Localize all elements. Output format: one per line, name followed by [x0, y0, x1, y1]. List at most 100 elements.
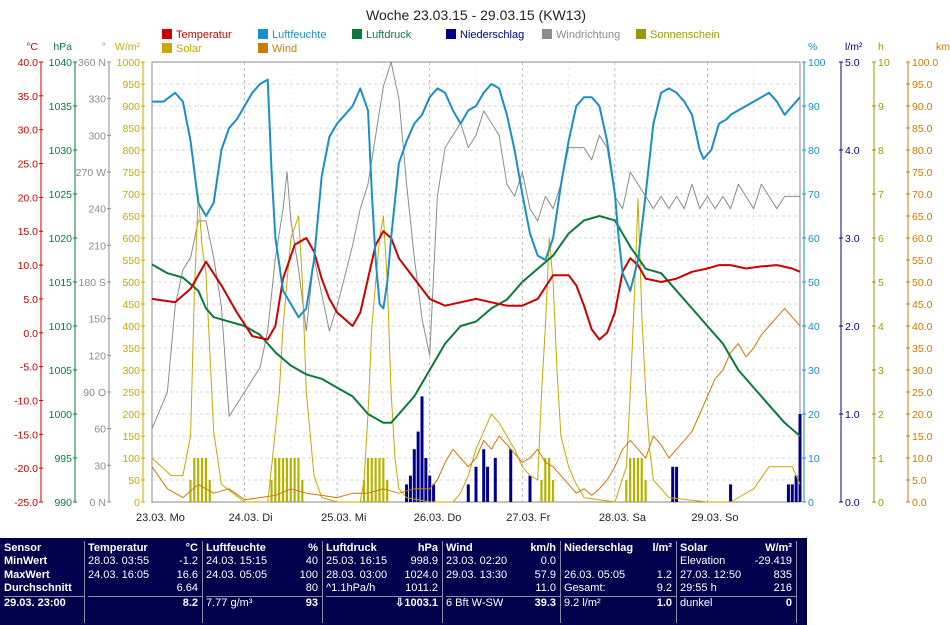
- axis-tick-label: 80.0: [912, 145, 933, 157]
- stat-niederschlag-column: Niederschlag l/m² 26.03. 05:05 1.2 Gesamt: 9.…: [564, 541, 677, 623]
- stat-row-detail: 29.03. 13:30: [446, 568, 508, 581]
- stat-luftfeuchte-header: Luftfeuchte%: [206, 541, 322, 555]
- axis-tick-label: 550: [122, 255, 140, 267]
- axis-tick-label: 90.0: [912, 101, 933, 113]
- stat-current-detail: 9.2 l/m²: [564, 596, 601, 609]
- stat-luftdruck-column: Luftdruck hPa 25.03. 16:15 998.9 28.03. 03:0…: [326, 541, 443, 623]
- axis-unit-label: °C: [26, 41, 38, 53]
- axis-tick-label: 1: [878, 453, 884, 465]
- axis-tick-label: 30.0: [18, 125, 39, 137]
- axis-tick-label: -15.0: [14, 429, 38, 441]
- axis-tick-label: 995: [54, 453, 72, 465]
- stat-niederschlag-header: Niederschlag l/m²: [564, 541, 676, 555]
- axis-tick-label: 450: [122, 299, 140, 311]
- axis-tick-label: 750: [122, 167, 140, 179]
- axis-tick-label: 700: [122, 189, 140, 201]
- stat-row: 80: [206, 582, 322, 596]
- stat-header-unit: °C: [185, 542, 198, 554]
- precipitation-bar: [790, 484, 794, 502]
- axis-tick-label: 6: [878, 233, 884, 245]
- axis-tick-label: 7: [878, 189, 884, 201]
- precipitation-bar: [405, 484, 409, 502]
- stat-solar-header: Solar W/m²: [680, 541, 796, 555]
- axis-tick-label: 55.0: [912, 255, 933, 267]
- stat-header-unit: %: [308, 542, 318, 554]
- axis-tick-label: -10.0: [14, 395, 38, 407]
- axis-tick-label: 10.0: [18, 260, 39, 272]
- axis-tick-label: 1010: [49, 321, 73, 333]
- stat-row-detail: 28.03. 03:00: [326, 568, 388, 581]
- axis-tick-label: 10: [808, 453, 820, 465]
- axis-tick-label: 0: [134, 497, 140, 509]
- axis-tick-label: 2: [878, 409, 884, 421]
- axis-tick-label: 950: [122, 79, 140, 91]
- axis-tick-label: -25.0: [14, 497, 38, 509]
- axis-tick-label: 1000: [49, 409, 73, 421]
- chart-legend: Temperatur Luftfeuchte Luftdruck Niederschl…: [162, 29, 720, 55]
- axis-tick-label: 1040: [49, 57, 73, 69]
- precipitation-bar: [412, 449, 416, 502]
- sunshine-bar: [278, 458, 281, 502]
- legend-swatch: [162, 29, 172, 39]
- stat-current-row: dunkel 0: [680, 595, 796, 611]
- stat-wind-header: Wind km/h: [446, 541, 560, 555]
- statistics-panel: Sensor MinWert MaxWert Durchschnitt 29.0…: [0, 538, 807, 625]
- stat-row-value: 216: [773, 582, 792, 594]
- axis-tick-label: 20.0: [18, 192, 39, 204]
- stat-row-value: -1.2: [179, 555, 198, 567]
- stat-header-unit: hPa: [417, 542, 438, 554]
- stat-wind-column: Wind km/h 23.03. 02:20 0.0 29.03. 13:30 57.9 1…: [446, 541, 561, 623]
- stat-timestamp: 29.03. 23:00: [4, 595, 84, 611]
- stat-sensor-header: Sensor: [4, 542, 42, 554]
- axis-tick-label: 85.0: [912, 123, 933, 135]
- precipitation-bar: [509, 449, 513, 502]
- axis-tick-label: 1.0: [845, 409, 860, 421]
- stat-row-detail: 26.03. 05:05: [564, 568, 626, 581]
- precipitation-bar: [486, 466, 490, 502]
- axis-tick-label: 5.0: [23, 294, 38, 306]
- sunshine-bar: [274, 458, 277, 502]
- precipitation-bar: [424, 458, 428, 502]
- stat-row: 23.03. 02:20 0.0: [446, 555, 560, 569]
- axis-tick-label: 100: [808, 57, 826, 69]
- sunshine-bar: [362, 480, 366, 502]
- axis-tick-label: 5.0: [912, 475, 927, 487]
- stat-row-value: 100: [299, 568, 318, 581]
- axis-tick-label: 25.0: [912, 387, 933, 399]
- axis-tick-label: 10.0: [912, 453, 933, 465]
- legend-swatch: [258, 43, 268, 53]
- legend-swatch: [162, 43, 172, 53]
- axis-tick-label: 95.0: [912, 79, 933, 91]
- axis-tick-label: 270 W: [76, 167, 106, 179]
- stat-row: 28.03. 03:55 -1.2: [88, 555, 202, 569]
- precipitation-bar: [794, 475, 798, 502]
- stat-row-value: 998.9: [410, 555, 438, 567]
- x-axis-day-label: 26.03. Do: [414, 512, 462, 524]
- axis-tick-label: 10: [878, 57, 890, 69]
- axis-tick-label: 60.0: [912, 233, 933, 245]
- axis-unit-label: l/m²: [845, 41, 863, 53]
- precipitation-bar: [416, 431, 420, 502]
- legend-swatch: [258, 29, 268, 39]
- legend-label: Luftdruck: [366, 29, 412, 41]
- x-axis-day-label: 24.03. Di: [229, 512, 273, 524]
- axis-unit-label: °: [102, 41, 106, 53]
- stat-current-detail: 6 Bft W-SW: [446, 596, 504, 609]
- axis-tick-label: 100.0: [912, 57, 938, 69]
- axis-tick-label: 4: [878, 321, 884, 333]
- series-windrichtung: [151, 61, 800, 429]
- sunshine-bar: [200, 458, 204, 502]
- x-axis-day-label: 23.03. Mo: [136, 512, 185, 524]
- stat-header-label: Niederschlag: [564, 542, 634, 554]
- stat-row-value: 1011.2: [405, 582, 438, 594]
- precipitation-bar: [420, 396, 424, 502]
- axis-tick-label: 40.0: [18, 57, 39, 69]
- precipitation-bar: [798, 414, 802, 502]
- axis-tick-label: 120: [88, 350, 106, 362]
- axis-tick-label: 20.0: [912, 409, 933, 421]
- axis-tick-label: 4.0: [845, 145, 860, 157]
- axis-tick-label: 3: [878, 365, 884, 377]
- axis-tick-label: 300: [88, 130, 106, 142]
- axis-tick-label: 200: [122, 409, 140, 421]
- axis-tick-label: -5.0: [20, 362, 38, 374]
